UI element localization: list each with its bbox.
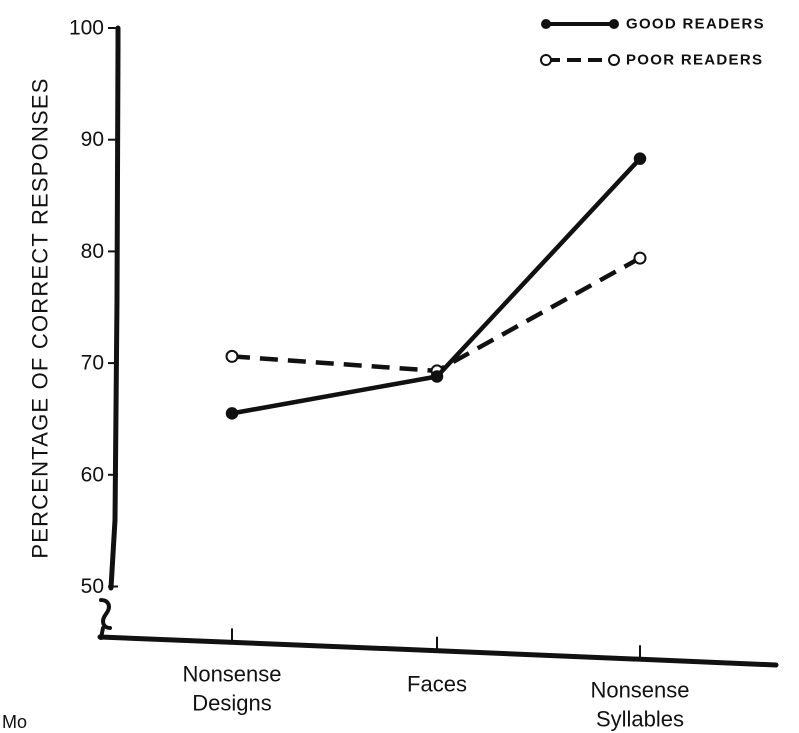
y-tick-label: 60 [81, 463, 104, 486]
y-tick-label: 70 [81, 352, 104, 375]
y-axis-ticks: 50 60 70 80 90 100 [69, 17, 118, 598]
y-axis-label-group: PERCENTAGE OF CORRECT RESPONSES [28, 77, 53, 558]
y-tick-label: 100 [69, 17, 104, 40]
stray-caption-fragment: Mo [2, 712, 27, 732]
legend: GOOD READERS POOR READERS [540, 16, 765, 69]
data-point-good-readers [225, 407, 239, 420]
legend-label: GOOD READERS [626, 16, 765, 33]
data-point-good-readers [633, 152, 647, 165]
x-axis-line [97, 634, 779, 668]
y-axis-line [108, 25, 121, 591]
series-line-poor-readers [231, 256, 642, 374]
data-point-good-readers [430, 370, 444, 383]
y-tick-label: 80 [81, 240, 104, 263]
x-category-label: Faces [407, 672, 467, 697]
legend-marker [540, 54, 552, 66]
x-axis-ticks: Nonsense Designs Faces Nonsense Syllables [182, 628, 690, 732]
y-tick-label: 90 [81, 128, 104, 151]
legend-label: POOR READERS [626, 52, 763, 69]
y-axis-label: PERCENTAGE OF CORRECT RESPONSES [28, 77, 53, 558]
x-category-label: Designs [192, 691, 271, 716]
x-category-label: Nonsense [590, 678, 689, 703]
series-layer [225, 152, 647, 420]
x-category-label: Syllables [596, 707, 684, 732]
axes [97, 25, 779, 668]
data-point-poor-readers [225, 349, 239, 363]
y-axis-break [99, 598, 112, 630]
y-tick-label: 50 [81, 575, 104, 598]
legend-marker [541, 19, 551, 29]
data-point-poor-readers [633, 251, 647, 265]
legend-marker [608, 54, 620, 66]
x-category-label: Nonsense [182, 662, 281, 687]
legend-marker [609, 19, 619, 29]
